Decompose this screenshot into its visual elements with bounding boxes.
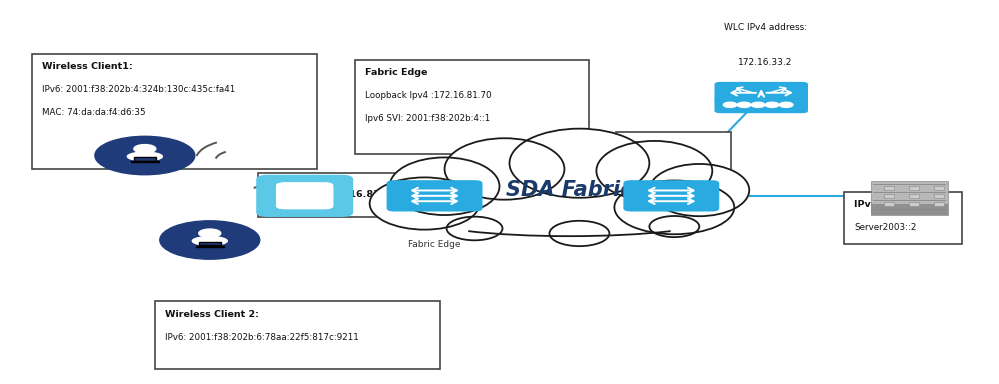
FancyBboxPatch shape [934,194,944,199]
Circle shape [723,102,737,108]
Circle shape [160,221,260,259]
FancyBboxPatch shape [390,200,699,232]
FancyBboxPatch shape [131,161,159,162]
Ellipse shape [390,157,500,215]
Circle shape [779,102,793,108]
Text: Ipv6 SVI: 2001:f38:202b:4::1: Ipv6 SVI: 2001:f38:202b:4::1 [365,114,490,123]
FancyBboxPatch shape [714,98,808,113]
FancyBboxPatch shape [909,194,919,199]
FancyBboxPatch shape [258,173,413,217]
Text: MAC: 74:da:da:f4:d6:35: MAC: 74:da:da:f4:d6:35 [42,108,146,117]
FancyBboxPatch shape [884,186,894,190]
Text: AP IPv4:172.16.83.2: AP IPv4:172.16.83.2 [281,190,390,199]
FancyBboxPatch shape [844,192,962,244]
FancyBboxPatch shape [909,202,919,207]
Ellipse shape [509,129,649,198]
Ellipse shape [127,152,162,161]
FancyBboxPatch shape [134,157,156,161]
FancyBboxPatch shape [884,202,894,207]
FancyBboxPatch shape [871,181,947,215]
FancyBboxPatch shape [871,204,947,215]
Ellipse shape [370,177,480,230]
FancyBboxPatch shape [32,54,317,169]
Text: IPv6: 2001:f38:202b:4:324b:130c:435c:fa41: IPv6: 2001:f38:202b:4:324b:130c:435c:fa4… [42,85,235,94]
Text: 172.16.33.2: 172.16.33.2 [738,58,792,66]
FancyBboxPatch shape [355,60,589,154]
FancyBboxPatch shape [387,180,483,212]
Ellipse shape [192,237,227,245]
FancyBboxPatch shape [276,182,334,210]
Circle shape [737,102,751,108]
FancyBboxPatch shape [616,132,731,192]
Text: Loopback Ipv4 :172.16.81.70: Loopback Ipv4 :172.16.81.70 [365,91,492,100]
FancyBboxPatch shape [199,242,221,245]
FancyBboxPatch shape [155,301,440,369]
Ellipse shape [447,217,502,240]
Text: IPv4:10.2.2.4: IPv4:10.2.2.4 [626,164,683,173]
FancyBboxPatch shape [884,194,894,199]
Text: WLC IPv4 address:: WLC IPv4 address: [723,23,807,32]
Ellipse shape [549,221,609,246]
Text: SDA Fabric: SDA Fabric [506,180,632,200]
Text: Fabric Edge: Fabric Edge [409,240,461,249]
FancyBboxPatch shape [623,180,719,212]
Circle shape [199,229,221,237]
Text: Wireless Client 2:: Wireless Client 2: [165,310,259,319]
Circle shape [95,136,195,175]
Circle shape [751,102,765,108]
Ellipse shape [649,216,699,237]
FancyBboxPatch shape [196,246,224,247]
Text: Server2003::2: Server2003::2 [854,223,916,232]
Text: CP/BR: CP/BR [626,141,658,150]
Ellipse shape [596,141,712,201]
FancyBboxPatch shape [256,175,354,217]
Ellipse shape [649,164,749,216]
Circle shape [134,145,156,153]
FancyBboxPatch shape [934,186,944,190]
FancyBboxPatch shape [909,186,919,190]
Text: IPv6 DHCP: IPv6 DHCP [854,200,911,209]
Text: Fabric Edge: Fabric Edge [365,68,427,77]
Ellipse shape [445,138,564,200]
Text: IPv6: 2001:f38:202b:6:78aa:22f5:817c:9211: IPv6: 2001:f38:202b:6:78aa:22f5:817c:921… [165,333,359,342]
Ellipse shape [614,180,734,234]
Text: Wireless Client1:: Wireless Client1: [42,62,133,71]
Ellipse shape [415,156,724,225]
FancyBboxPatch shape [714,82,808,102]
Circle shape [765,102,779,108]
FancyBboxPatch shape [934,202,944,207]
